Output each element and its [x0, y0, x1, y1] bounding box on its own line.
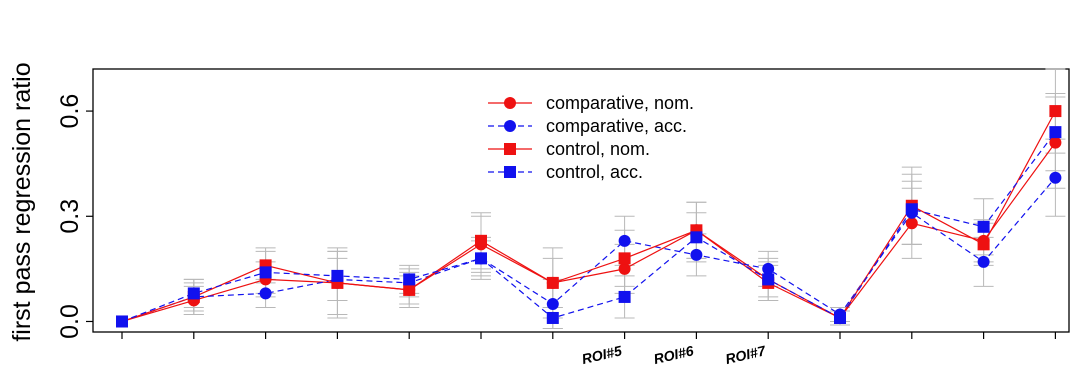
- x-axis: ROI#5 ROI#6 ROI#7: [121, 332, 1057, 367]
- legend-marker: [504, 166, 516, 178]
- series-lines: [121, 110, 1056, 323]
- data-point: [546, 276, 559, 289]
- data-point: [618, 234, 631, 247]
- data-point: [1049, 136, 1062, 149]
- series-line: [121, 177, 1056, 323]
- data-point: [834, 311, 846, 324]
- data-point: [187, 287, 200, 300]
- data-point: [331, 269, 344, 282]
- data-point: [259, 266, 272, 279]
- legend-marker: [504, 120, 516, 132]
- data-point: [1049, 126, 1062, 139]
- y-tick-label: 0.3: [56, 199, 84, 234]
- legend-label: control, acc.: [546, 162, 643, 182]
- x-tick-label: ROI#5: [580, 342, 623, 367]
- data-point: [1049, 171, 1062, 184]
- series-line: [121, 142, 1056, 323]
- data-point: [618, 290, 631, 303]
- legend: comparative, nom. comparative, acc. contro…: [488, 93, 694, 182]
- plot-frame: [92, 68, 1070, 333]
- legend-marker: [504, 143, 516, 155]
- legend-marker: [504, 97, 516, 109]
- x-tick-label: ROI#7: [724, 342, 768, 367]
- data-point: [977, 238, 990, 251]
- data-point: [403, 273, 416, 286]
- y-tick-label: 0.0: [56, 304, 84, 339]
- data-point: [977, 255, 990, 268]
- data-point: [546, 297, 559, 310]
- data-point: [905, 217, 918, 230]
- data-point: [475, 252, 487, 265]
- y-axis: 0.0 0.3 0.6: [56, 94, 93, 339]
- data-point: [690, 231, 703, 244]
- legend-label: comparative, acc.: [546, 116, 687, 136]
- series-line: [121, 110, 1056, 323]
- y-tick-label: 0.6: [56, 94, 84, 129]
- data-point: [403, 283, 416, 296]
- data-markers: [116, 105, 1062, 328]
- legend-label: comparative, nom.: [546, 93, 694, 113]
- data-point: [762, 262, 775, 275]
- data-point: [475, 234, 487, 247]
- data-point: [905, 203, 918, 216]
- data-point: [116, 315, 128, 328]
- data-point: [618, 262, 631, 275]
- data-point: [618, 252, 631, 265]
- data-point: [690, 248, 703, 261]
- data-point: [259, 287, 272, 300]
- y-axis-label: first pass regression ratio: [8, 62, 36, 341]
- data-point: [1049, 105, 1062, 118]
- data-point: [977, 220, 990, 233]
- x-tick-label: ROI#6: [652, 342, 695, 367]
- legend-label: control, nom.: [546, 139, 650, 159]
- series-line: [121, 131, 1056, 323]
- data-point: [546, 311, 559, 324]
- data-point: [762, 273, 775, 286]
